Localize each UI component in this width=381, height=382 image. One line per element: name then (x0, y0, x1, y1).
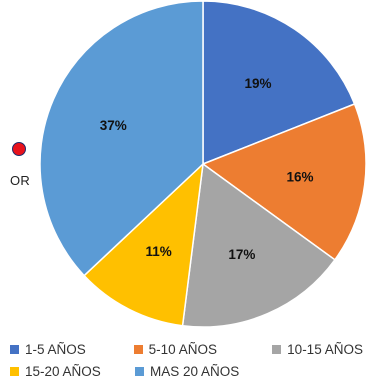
legend-label-5-10: 5-10 AÑOS (148, 341, 217, 357)
legend-label-15-20: 15-20 AÑOS (25, 363, 101, 379)
data-label-1-5: 19% (244, 76, 271, 91)
pie-slice-5-10 (201, 103, 367, 261)
legend-item-5-10: 5-10 AÑOS (133, 341, 273, 357)
red-marker-dot (12, 142, 26, 156)
legend-swatch-mas-20 (135, 366, 144, 376)
legend-label-10-15: 10-15 AÑOS (287, 341, 363, 357)
legend-swatch-1-5 (10, 344, 19, 354)
legend-swatch-5-10 (133, 344, 143, 354)
legend-label-mas-20: MAS 20 AÑOS (150, 363, 240, 379)
pie-slice-mas-20 (39, 0, 204, 277)
chart-legend: 1-5 AÑOS 5-10 AÑOS 10-15 AÑOS 15-20 AÑOS… (10, 338, 381, 382)
pie-slice-10-15 (181, 162, 336, 328)
pie-slice-1-5 (202, 0, 356, 166)
data-label-5-10: 16% (287, 169, 314, 184)
legend-item-10-15: 10-15 AÑOS (272, 342, 381, 357)
pie-slice-15-20 (83, 162, 205, 327)
legend-item-1-5: 1-5 AÑOS (10, 342, 134, 357)
legend-swatch-10-15 (272, 344, 282, 354)
legend-label-1-5: 1-5 AÑOS (25, 341, 86, 357)
data-label-10-15: 17% (228, 247, 255, 262)
data-label-15-20: 11% (145, 244, 171, 259)
legend-item-15-20: 15-20 AÑOS (10, 364, 135, 379)
data-label-mas-20: 37% (100, 118, 127, 133)
marker-label: OR (10, 173, 31, 188)
legend-item-mas-20: MAS 20 AÑOS (135, 364, 285, 379)
legend-swatch-15-20 (10, 366, 19, 376)
